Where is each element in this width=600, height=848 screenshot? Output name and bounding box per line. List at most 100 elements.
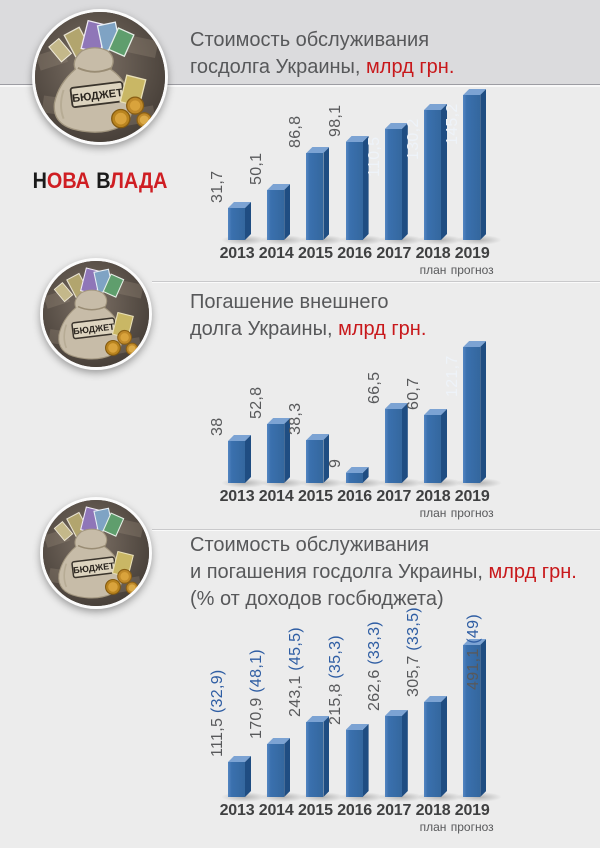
bar-top-face [345, 724, 369, 730]
section-divider [152, 281, 600, 282]
coins-icon [111, 96, 152, 129]
bar-ground-shadow [338, 235, 385, 245]
bar-side-face [245, 756, 251, 797]
bar [345, 473, 363, 483]
bar-value-number: 491,1 [465, 648, 483, 690]
bar-top-face [345, 467, 369, 473]
money-bag-icon: БЮДЖЕТ [35, 12, 165, 142]
bar-value-number: 305,7 [405, 655, 422, 697]
bar [267, 190, 285, 240]
bar-ground-shadow [417, 792, 463, 802]
bar-value-number: 262,6 [365, 669, 383, 711]
title-line: Стоимость обслуживания [190, 29, 430, 51]
bar-ground-shadow [260, 792, 307, 802]
bar-top-face [384, 403, 408, 409]
axis-year-label: 2017 [376, 488, 412, 505]
axis-year-label: 2018 [415, 488, 451, 505]
bar [345, 142, 363, 240]
section-divider [152, 529, 600, 530]
bar-ground-shadow [417, 235, 463, 245]
bar-value-number: 9 [326, 458, 344, 468]
bar-top-face [267, 418, 291, 424]
bar-side-face [284, 184, 291, 240]
budget-bag-photo-badge: БЮДЖЕТ [32, 9, 168, 145]
title-line: Стоимость обслуживания [190, 534, 430, 556]
nova-vlada-logo: НОВА ВЛАДА [10, 168, 190, 194]
bar-value-number: 66,5 [365, 371, 383, 404]
section-title-1: Стоимость обслуживания госдолга Украины,… [190, 27, 454, 81]
bar-ground-shadow [377, 235, 424, 245]
bar-value-label: 9 [327, 459, 345, 468]
bar-value-label: 31,7 [209, 171, 227, 203]
axis-year-label: 2015 [297, 802, 333, 819]
axis-sublabel: план [419, 820, 447, 834]
axis-year-label: 2013 [219, 488, 255, 505]
bar-value-number: 130,2 [405, 118, 422, 160]
bar-top-face [306, 434, 330, 440]
bar-value-label: 491,1 (49) [465, 614, 483, 690]
bar-value-label: 215,8 (35,3) [327, 635, 345, 725]
axis-year-label: 2019 [454, 802, 490, 819]
axis-year-label: 2019 [454, 488, 490, 505]
axis-year-label: 2014 [258, 245, 294, 262]
bar [463, 645, 481, 797]
bar [228, 208, 245, 240]
logo-part: Н [32, 168, 47, 193]
bar [384, 716, 402, 797]
bar-value-number: 170,9 [248, 697, 266, 739]
bar-side-face [362, 136, 369, 240]
bar-side-face [480, 639, 487, 797]
title-unit-red: млрд грн. [488, 561, 577, 583]
bar-value-label: 66,5 [366, 372, 384, 404]
bar [228, 441, 245, 483]
bar [306, 722, 324, 797]
bar [424, 110, 441, 240]
axis-year-label: 2018 [415, 245, 451, 262]
bar-top-face [463, 89, 487, 95]
bar-percent-label: (33,3) [365, 621, 383, 665]
bar [267, 424, 285, 483]
bar [345, 730, 363, 797]
bar-value-label: 111,5 (32,9) [209, 669, 227, 757]
bar-value-number: 38 [209, 417, 226, 436]
bar-top-face [228, 202, 251, 208]
bar-percent-label: (33,5) [405, 607, 422, 651]
bar [384, 409, 402, 483]
bar-side-face [245, 202, 251, 240]
bar-value-number: 31,7 [209, 170, 226, 203]
logo-part: ЛАДА [110, 168, 168, 193]
title-line: долга Украины, млрд грн. [190, 318, 427, 340]
bar [228, 762, 245, 797]
bar-top-face [424, 696, 447, 702]
axis-sublabel: план [419, 506, 447, 520]
bar-value-number: 98,1 [326, 104, 344, 137]
bar-value-label: 60,7 [405, 378, 423, 410]
bar-value-label: 38 [209, 418, 227, 436]
bar-value-label: 86,8 [287, 116, 305, 148]
bar-percent-label: (35,3) [326, 635, 344, 679]
title-line: Погашение внешнего [190, 291, 389, 313]
bar-value-number: 50,1 [248, 152, 266, 185]
axis-year-label: 2014 [258, 802, 294, 819]
bar-top-face [267, 738, 291, 744]
section-title-2: Погашение внешнего долга Украины, млрд г… [190, 289, 426, 343]
budget-bag-photo-badge: БЮДЖЕТ [40, 497, 152, 609]
axis-sublabel: прогноз [450, 263, 494, 277]
bar-side-face [480, 341, 487, 483]
logo-part: В [96, 168, 111, 193]
bar-percent-label: (32,9) [209, 669, 226, 714]
bar-top-face [463, 341, 487, 347]
bar-ground-shadow [377, 478, 424, 488]
bar-top-face [306, 147, 330, 153]
axis-year-label: 2016 [337, 488, 372, 505]
bar-side-face [441, 104, 447, 240]
axis-year-label: 2019 [454, 245, 490, 262]
axis-year-label: 2016 [337, 245, 372, 262]
bar-value-label: 145,2 [444, 103, 462, 145]
section-title-3: Стоимость обслуживания и погашения госдо… [190, 532, 577, 613]
bar-ground-shadow [299, 478, 346, 488]
bar-value-number: 243,1 [287, 675, 305, 717]
bar-ground-shadow [221, 478, 267, 488]
